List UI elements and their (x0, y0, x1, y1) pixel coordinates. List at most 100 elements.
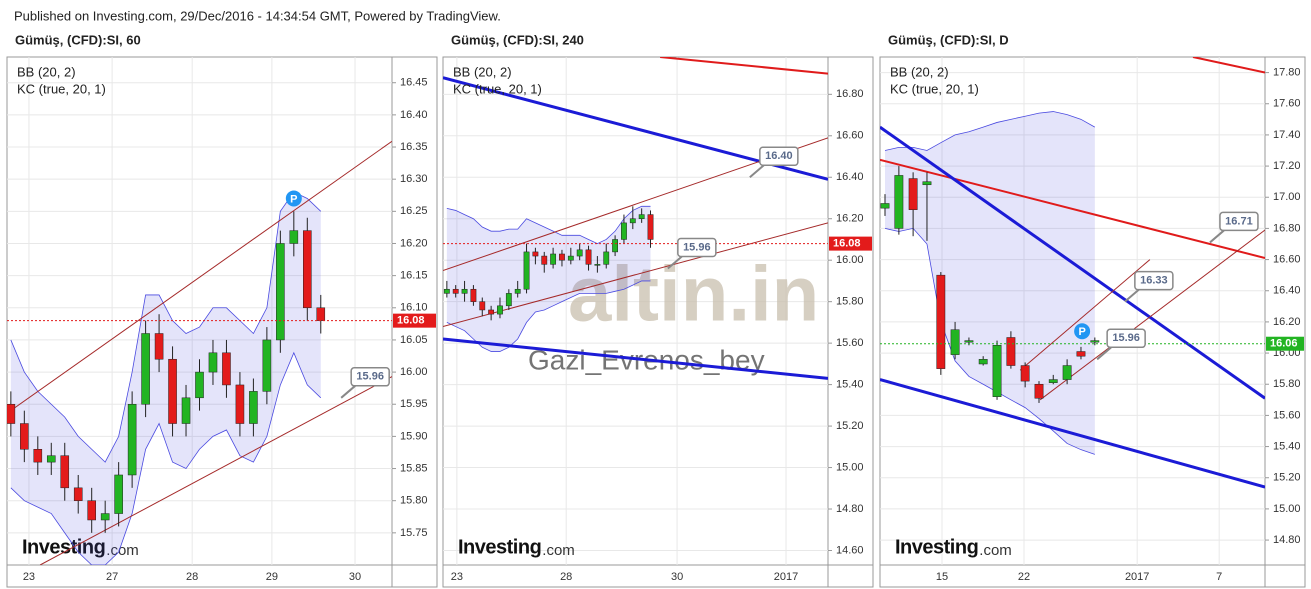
trend-line (660, 57, 828, 75)
x-tick-label: 15 (936, 571, 948, 583)
y-tick-label: 15.80 (1273, 378, 1301, 390)
candle-body (100, 513, 110, 521)
y-tick-label: 16.20 (836, 213, 864, 225)
plot: Investing .com (880, 57, 1265, 559)
callout-label: 16.71 (1225, 215, 1253, 227)
x-tick-label: 7 (1216, 571, 1222, 583)
band-lower (10, 351, 322, 565)
callout-box (1219, 211, 1259, 232)
price-tag (1266, 336, 1304, 351)
candle-body (7, 403, 16, 424)
y-tick-label: 16.20 (1273, 316, 1301, 328)
band-area (885, 111, 1095, 455)
callout-label: 15.96 (1112, 332, 1140, 344)
y-tick-label: 15.95 (400, 398, 428, 410)
candle-body (87, 500, 96, 521)
candle-body (154, 333, 164, 360)
x-tick-label: 2017 (1125, 571, 1149, 583)
candle-body (222, 352, 231, 386)
indicator-label: BB (20, 2) (17, 64, 76, 79)
price-tag (829, 236, 872, 251)
candle-body (452, 288, 459, 294)
trend-line (880, 158, 1265, 259)
candle-body (181, 397, 191, 424)
candle-body (1034, 383, 1044, 399)
y-tick-label: 15.75 (400, 527, 428, 539)
band-lower (884, 227, 1095, 455)
trend-line (443, 222, 828, 328)
y-tick-label: 16.10 (400, 302, 428, 314)
y-tick-label: 16.00 (836, 254, 864, 266)
candle-body (316, 307, 326, 321)
y-tick-label: 16.40 (1273, 285, 1301, 297)
watermark: .com (106, 542, 139, 559)
band-upper (10, 191, 322, 463)
event-marker-label: P (290, 193, 297, 205)
watermark: Investing (22, 536, 105, 558)
y-tick-label: 16.60 (1273, 253, 1301, 265)
candle-body (1006, 337, 1016, 366)
candle-body (550, 253, 557, 265)
y-tick-label: 15.40 (836, 379, 864, 391)
chart-panel: Gümüş, (CFD):SI, 240 14.60 14.80 15.00 15.20… (442, 32, 874, 588)
x-tick-label: 28 (186, 571, 198, 583)
chart-title: Gümüş, (CFD):SI, D (888, 32, 1009, 47)
candle-body (514, 288, 521, 294)
x-tick-label: 23 (23, 571, 35, 583)
candle-body (922, 181, 932, 186)
candle-body (894, 175, 904, 229)
y-tick-label: 17.60 (1273, 98, 1301, 110)
candle-body (936, 274, 946, 369)
y-tick-label: 16.15 (400, 270, 428, 282)
band-upper (446, 205, 651, 245)
trend-line (1192, 57, 1265, 74)
candle-body (532, 251, 539, 257)
candle-body (629, 218, 636, 224)
x-tick-label: 2017 (774, 571, 798, 583)
y-tick-label: 14.80 (1273, 534, 1301, 546)
callout-pointer (340, 385, 356, 399)
x-tick-label: 23 (451, 571, 463, 583)
x-tick-label: 28 (560, 571, 572, 583)
price-tag-label: 16.06 (1270, 338, 1298, 350)
watermark: Investing (458, 536, 541, 558)
indicator-label: BB (20, 2) (453, 64, 512, 79)
y-tick-label: 15.80 (836, 296, 864, 308)
y-tick-label: 16.25 (400, 205, 428, 217)
trend-line (880, 378, 1265, 489)
candle-body (168, 358, 177, 424)
trend-line (1039, 229, 1265, 401)
callout-box (350, 367, 390, 387)
event-marker (285, 190, 302, 207)
candle-body (470, 288, 477, 302)
y-tick-label: 15.20 (836, 420, 864, 432)
candle-body (443, 288, 450, 294)
candle-body (73, 487, 83, 501)
y-tick-label: 17.00 (1273, 191, 1301, 203)
y-tick-label: 16.80 (836, 88, 864, 100)
candle-body (1062, 365, 1072, 380)
y-tick-label: 16.35 (400, 141, 428, 153)
candle-body (195, 371, 204, 399)
x-tick-label: 29 (266, 571, 278, 583)
candle-body (497, 305, 503, 315)
trend-line (443, 337, 828, 380)
candle-body (647, 214, 654, 240)
candle-body (576, 249, 583, 257)
callout-pointer (1096, 346, 1112, 361)
y-tick-label: 15.00 (836, 461, 864, 473)
band-upper (884, 111, 1096, 151)
y-tick-label: 16.00 (400, 366, 428, 378)
band-area (10, 192, 321, 565)
candle-body (1048, 379, 1058, 383)
candle-body (603, 251, 610, 265)
candle-body (638, 214, 645, 219)
candle-body (964, 340, 974, 343)
watermark: .com (979, 542, 1012, 559)
candle-body (276, 243, 285, 341)
candle-body (46, 455, 56, 463)
chart-title: Gümüş, (CFD):SI, 240 (451, 32, 584, 47)
y-tick-label: 16.05 (400, 334, 428, 346)
candle-body (289, 230, 299, 244)
